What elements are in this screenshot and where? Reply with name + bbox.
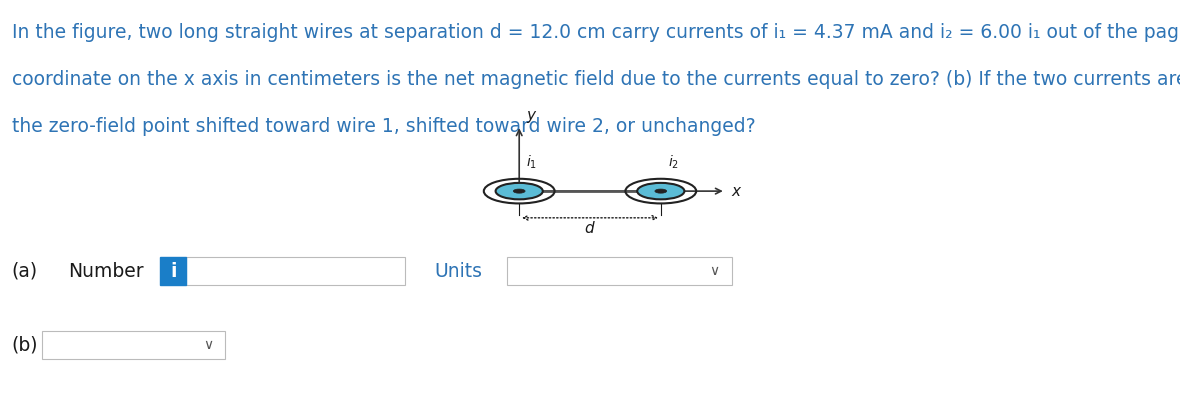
FancyBboxPatch shape (42, 331, 225, 359)
Text: $i_2$: $i_2$ (668, 154, 678, 171)
Circle shape (513, 189, 525, 193)
Text: (b): (b) (12, 336, 38, 355)
Text: $i_1$: $i_1$ (526, 154, 537, 171)
FancyBboxPatch shape (186, 257, 405, 285)
Text: In the figure, two long straight wires at separation d = 12.0 cm carry currents : In the figure, two long straight wires a… (12, 23, 1180, 42)
FancyBboxPatch shape (160, 257, 186, 285)
FancyBboxPatch shape (507, 257, 732, 285)
Text: $d$: $d$ (584, 220, 596, 236)
Text: ∨: ∨ (709, 264, 720, 278)
Circle shape (496, 183, 543, 199)
Text: i: i (170, 262, 177, 281)
Text: y: y (526, 109, 536, 123)
Text: Units: Units (434, 262, 483, 281)
Circle shape (655, 189, 667, 193)
Text: Number: Number (68, 262, 144, 281)
Text: x: x (732, 184, 741, 199)
Text: coordinate on the x axis in centimeters is the net magnetic field due to the cur: coordinate on the x axis in centimeters … (12, 70, 1180, 89)
Text: (a): (a) (12, 262, 38, 281)
Text: the zero-field point shifted toward wire 1, shifted toward wire 2, or unchanged?: the zero-field point shifted toward wire… (12, 117, 755, 136)
Text: ∨: ∨ (203, 338, 214, 352)
Circle shape (637, 183, 684, 199)
